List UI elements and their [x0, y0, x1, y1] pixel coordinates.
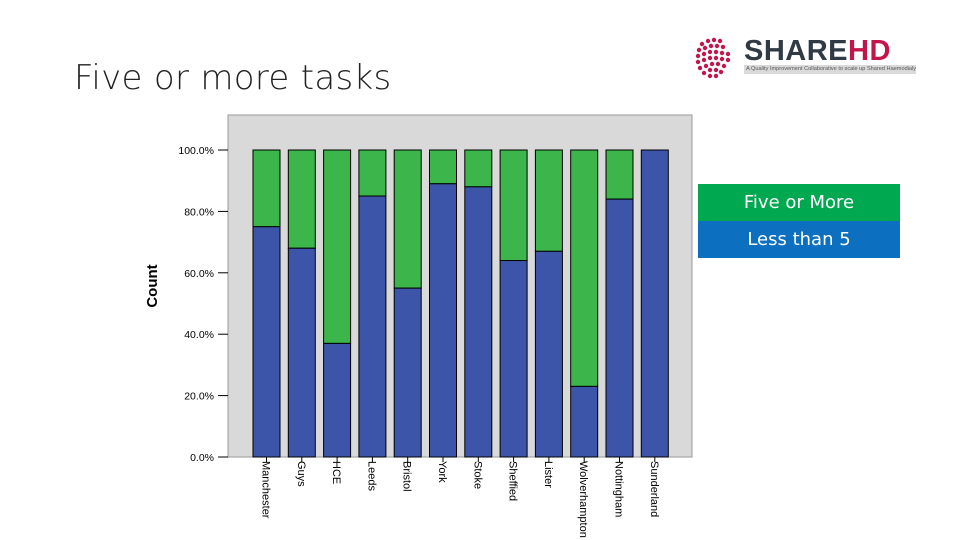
y-axis-label: Count — [144, 264, 161, 307]
y-tick-label: 40.0% — [184, 329, 214, 341]
x-tick-label-sheffied: Sheffied — [507, 461, 519, 501]
bar-five-or-more-hce — [323, 149, 352, 344]
x-tick-label-guys: Guys — [295, 461, 307, 487]
bar-five-or-more-bristol — [393, 149, 422, 289]
sharehd-dots-icon — [695, 37, 731, 79]
logo-tagline: A Quality Improvement Collaborative to s… — [744, 65, 916, 74]
bar-five-or-more-york — [429, 149, 457, 185]
bar-five-or-more-stoke — [464, 149, 493, 188]
slide-title: Five or more tasks — [74, 58, 392, 98]
y-tick-label: 20.0% — [184, 391, 214, 403]
y-tick-label: 80.0% — [184, 206, 214, 218]
bar-less-than-5-leeds — [358, 195, 387, 458]
x-tick-label-sunderland: Sunderland — [648, 461, 660, 517]
legend: Five or More Less than 5 — [698, 184, 900, 258]
x-tick-label-manchester: Manchester — [260, 461, 272, 519]
bar-less-than-5-hce — [323, 342, 352, 458]
logo-share-text: SHARE — [744, 35, 849, 67]
bar-five-or-more-guys — [287, 149, 316, 249]
x-tick-label-stoke: Stoke — [471, 461, 483, 489]
bar-five-or-more-lister — [534, 149, 563, 252]
bar-five-or-more-wolverhampton — [570, 149, 599, 387]
logo-hd-text: HD — [848, 35, 891, 67]
y-axis: 0.0% 20.0% 40.0% 60.0% 80.0% 100.0% — [178, 145, 228, 464]
bar-less-than-5-wolverhampton — [570, 385, 599, 458]
y-tick-label: 100.0% — [178, 145, 214, 157]
legend-item-less-than-5: Less than 5 — [698, 221, 900, 258]
bar-less-than-5-york — [429, 183, 457, 458]
x-tick-label-york: York — [436, 461, 448, 483]
bar-less-than-5-manchester — [252, 226, 281, 458]
bars-group — [252, 149, 669, 458]
y-tick-label: 0.0% — [190, 452, 214, 464]
logo-wordmark: SHAREHD — [744, 36, 891, 66]
x-tick-label-lister: Lister — [542, 461, 554, 488]
bar-five-or-more-manchester — [252, 149, 281, 228]
x-tick-label-leeds: Leeds — [365, 461, 377, 491]
x-axis-labels: Manchester Guys HCE Leeds Bristol York Stoke Sh… — [260, 457, 660, 538]
bar-less-than-5-lister — [534, 250, 563, 458]
x-tick-label-wolverhampton: Wolverhampton — [577, 461, 589, 538]
bar-less-than-5-guys — [287, 247, 316, 458]
bar-less-than-5-stoke — [464, 186, 493, 458]
bar-less-than-5-sheffied — [499, 260, 528, 458]
bar-five-or-more-nottingham — [605, 149, 634, 200]
legend-item-five-or-more: Five or More — [698, 184, 900, 221]
bar-less-than-5-bristol — [393, 287, 422, 458]
x-tick-label-bristol: Bristol — [401, 461, 413, 492]
y-tick-label: 60.0% — [184, 268, 214, 280]
bar-less-than-5-sunderland — [640, 149, 669, 458]
bar-five-or-more-leeds — [358, 149, 387, 197]
bar-less-than-5-nottingham — [605, 198, 634, 458]
x-tick-label-hce: HCE — [330, 461, 342, 484]
x-tick-label-nottingham: Nottingham — [613, 461, 625, 517]
bar-five-or-more-sheffied — [499, 149, 528, 262]
sharehd-logo: SHAREHD A Quality Improvement Collaborat… — [692, 36, 922, 84]
